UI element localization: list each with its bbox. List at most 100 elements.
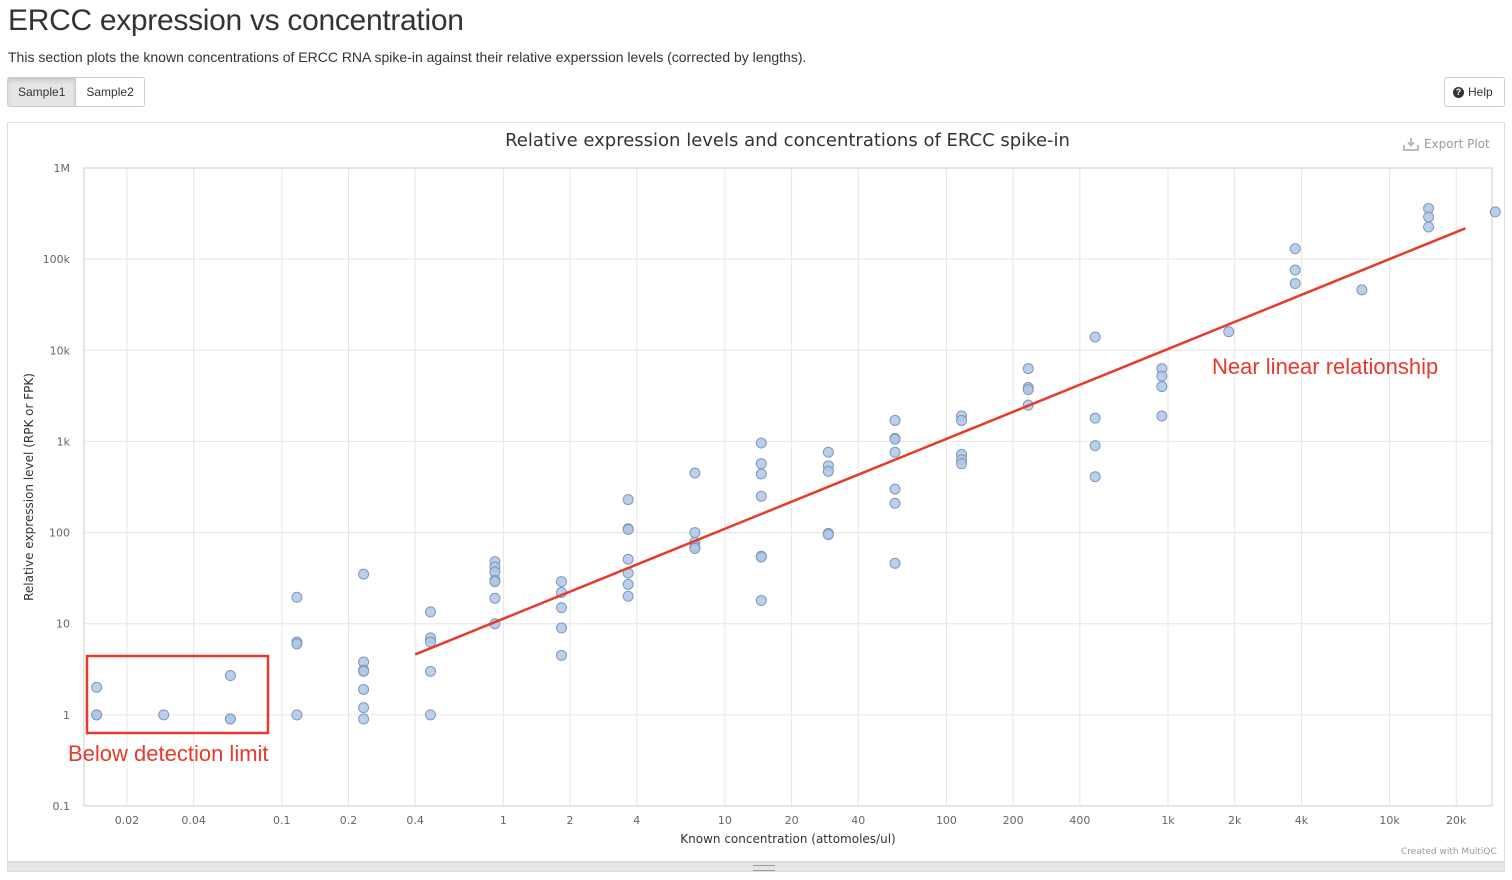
data-point[interactable] [1089, 471, 1101, 483]
data-point[interactable] [1423, 211, 1435, 223]
data-point[interactable] [555, 622, 567, 634]
chart-title: Relative expression levels and concentra… [505, 130, 1070, 151]
data-point[interactable] [1022, 384, 1034, 396]
x-tick-label: 400 [1069, 814, 1090, 827]
data-point[interactable] [622, 590, 634, 602]
data-point[interactable] [1223, 326, 1235, 338]
data-point[interactable] [358, 702, 370, 714]
help-button[interactable]: ? Help [1444, 77, 1505, 107]
plot-area [83, 167, 1493, 807]
data-point[interactable] [1289, 264, 1301, 276]
data-point[interactable] [889, 483, 901, 495]
data-point[interactable] [358, 713, 370, 725]
help-label: Help [1468, 85, 1493, 99]
data-point[interactable] [889, 497, 901, 509]
data-point[interactable] [1156, 410, 1168, 422]
data-point[interactable] [555, 576, 567, 588]
data-point[interactable] [1089, 440, 1101, 452]
data-point[interactable] [755, 490, 767, 502]
page-title: ERCC expression vs concentration [8, 4, 464, 37]
below-detection-annotation: Below detection limit [68, 741, 269, 766]
data-point[interactable] [956, 458, 968, 470]
data-point[interactable] [622, 494, 634, 506]
x-tick-label: 2 [567, 814, 574, 827]
data-point[interactable] [1156, 381, 1168, 393]
data-point[interactable] [1356, 284, 1368, 296]
sample-switcher: Sample1 Sample2 [7, 77, 145, 107]
x-tick-label: 4k [1295, 814, 1309, 827]
data-point[interactable] [291, 709, 303, 721]
data-point[interactable] [424, 606, 436, 618]
data-point[interactable] [822, 529, 834, 541]
x-tick-label: 20 [785, 814, 799, 827]
data-point[interactable] [689, 467, 701, 479]
data-point[interactable] [1489, 206, 1501, 218]
data-point[interactable] [224, 670, 236, 682]
y-tick-label: 10k [50, 344, 71, 357]
data-point[interactable] [1089, 331, 1101, 343]
y-tick-label: 100 [49, 527, 70, 540]
x-tick-label: 0.02 [115, 814, 140, 827]
data-point[interactable] [1156, 370, 1168, 382]
data-point[interactable] [1022, 363, 1034, 375]
data-point[interactable] [1089, 412, 1101, 424]
fit-line [414, 227, 1466, 656]
data-point[interactable] [1423, 221, 1435, 233]
x-axis-ticks: 0.02 0.04 0.1 0.2 0.4 1 2 4 10 20 40 100 200 400 1k 2k 4… [115, 814, 1467, 827]
data-point[interactable] [1289, 243, 1301, 255]
data-point[interactable] [1289, 278, 1301, 290]
plot-resize-handle[interactable] [7, 862, 1505, 872]
export-label: Export Plot [1424, 137, 1490, 151]
sample2-button[interactable]: Sample2 [76, 77, 145, 107]
data-point[interactable] [424, 709, 436, 721]
data-point[interactable] [889, 433, 901, 445]
y-tick-label: 10 [56, 618, 70, 631]
data-point[interactable] [358, 665, 370, 677]
x-tick-label: 20k [1446, 814, 1467, 827]
data-point[interactable] [755, 468, 767, 480]
data-point[interactable] [555, 649, 567, 661]
x-tick-label: 100 [936, 814, 957, 827]
data-point[interactable] [622, 524, 634, 536]
y-tick-label: 100k [43, 253, 71, 266]
data-point[interactable] [424, 665, 436, 677]
section-description: This section plots the known concentrati… [8, 49, 807, 65]
data-point[interactable] [622, 553, 634, 565]
data-point[interactable] [689, 527, 701, 539]
data-point[interactable] [291, 591, 303, 603]
data-point[interactable] [755, 594, 767, 606]
data-point[interactable] [358, 683, 370, 695]
y-axis-ticks: 0.1 1 10 100 1k 10k 100k 1M [43, 162, 71, 813]
data-point[interactable] [822, 446, 834, 458]
data-point[interactable] [358, 568, 370, 580]
x-tick-label: 200 [1003, 814, 1024, 827]
data-point[interactable] [755, 551, 767, 563]
data-point[interactable] [489, 576, 501, 588]
data-point[interactable] [822, 465, 834, 477]
data-point[interactable] [889, 557, 901, 569]
data-point[interactable] [755, 437, 767, 449]
data-point[interactable] [622, 578, 634, 590]
data-point[interactable] [956, 414, 968, 426]
x-tick-label: 2k [1228, 814, 1242, 827]
data-point[interactable] [555, 602, 567, 614]
data-point[interactable] [689, 542, 701, 554]
data-point[interactable] [889, 446, 901, 458]
data-point[interactable] [224, 713, 236, 725]
export-plot-button[interactable]: Export Plot [1403, 137, 1490, 151]
x-tick-label: 0.04 [181, 814, 206, 827]
data-point[interactable] [91, 709, 103, 721]
x-tick-label: 0.4 [406, 814, 424, 827]
sample1-button[interactable]: Sample1 [7, 77, 77, 107]
data-point[interactable] [489, 592, 501, 604]
question-circle-icon: ? [1453, 86, 1464, 98]
x-tick-label: 40 [851, 814, 865, 827]
data-point[interactable] [91, 681, 103, 693]
y-tick-label: 1 [63, 709, 70, 722]
data-point[interactable] [158, 709, 170, 721]
data-point[interactable] [889, 414, 901, 426]
data-point[interactable] [291, 638, 303, 650]
data-point[interactable] [755, 458, 767, 470]
y-tick-label: 1k [57, 435, 71, 448]
